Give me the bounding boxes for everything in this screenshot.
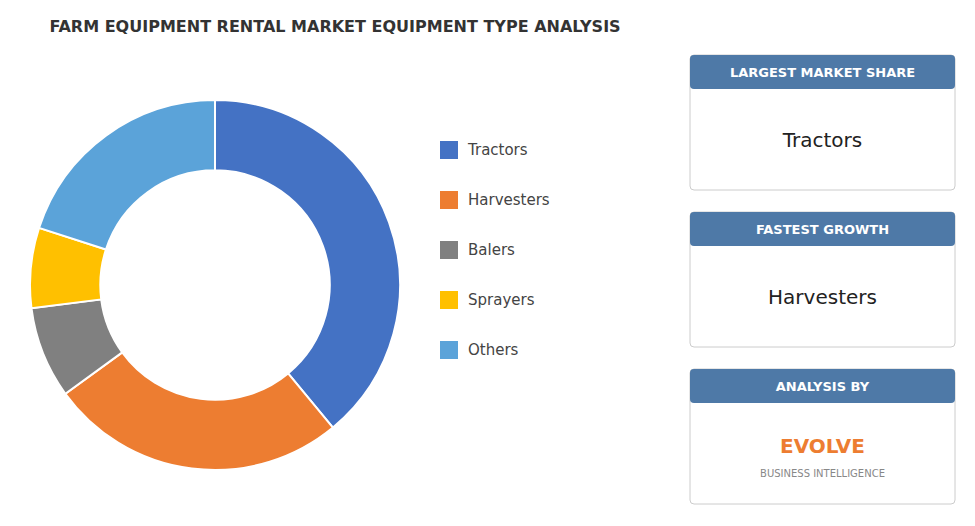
legend: Tractors Harvesters Balers Sprayers Others — [440, 141, 550, 359]
info-box-header: FASTEST GROWTH — [756, 222, 889, 237]
pie-slice — [39, 100, 215, 250]
info-box-header-bg — [690, 212, 955, 246]
info-box-header: ANALYSIS BY — [776, 379, 870, 394]
legend-swatch — [440, 291, 458, 309]
info-panel: LARGEST MARKET SHARE Tractors FASTEST GROW… — [690, 55, 955, 504]
legend-label: Harvesters — [468, 191, 550, 209]
info-box-header-bg — [690, 369, 955, 403]
info-box-frame — [690, 369, 955, 504]
legend-swatch — [440, 241, 458, 259]
pie-slice — [65, 352, 333, 470]
legend-label: Sprayers — [468, 291, 535, 309]
legend-swatch — [440, 141, 458, 159]
legend-item: Balers — [440, 241, 515, 259]
legend-item: Tractors — [440, 141, 528, 159]
info-box-text: EVOLVE — [780, 434, 865, 458]
info-box-text: Tractors — [782, 128, 862, 152]
info-box-header: LARGEST MARKET SHARE — [730, 65, 915, 80]
legend-label: Others — [468, 341, 519, 359]
info-box: ANALYSIS BY EVOLVE BUSINESS INTELLIGENCE — [690, 369, 955, 504]
info-box-subtext: BUSINESS INTELLIGENCE — [760, 468, 885, 479]
legend-swatch — [440, 191, 458, 209]
chart-title: FARM EQUIPMENT RENTAL MARKET EQUIPMENT T… — [49, 17, 620, 36]
donut — [30, 100, 400, 470]
legend-item: Others — [440, 341, 519, 359]
info-box: LARGEST MARKET SHARE Tractors — [690, 55, 955, 190]
info-box-header-bg — [690, 55, 955, 89]
pie-slice — [215, 100, 400, 428]
legend-swatch — [440, 341, 458, 359]
legend-item: Sprayers — [440, 291, 535, 309]
legend-label: Tractors — [467, 141, 528, 159]
legend-item: Harvesters — [440, 191, 550, 209]
info-box-frame — [690, 212, 955, 347]
legend-label: Balers — [468, 241, 515, 259]
info-box: FASTEST GROWTH Harvesters — [690, 212, 955, 347]
chart-svg: FARM EQUIPMENT RENTAL MARKET EQUIPMENT T… — [0, 0, 975, 526]
info-box-text: Harvesters — [768, 285, 877, 309]
pie-slice — [31, 299, 122, 393]
info-box-frame — [690, 55, 955, 190]
